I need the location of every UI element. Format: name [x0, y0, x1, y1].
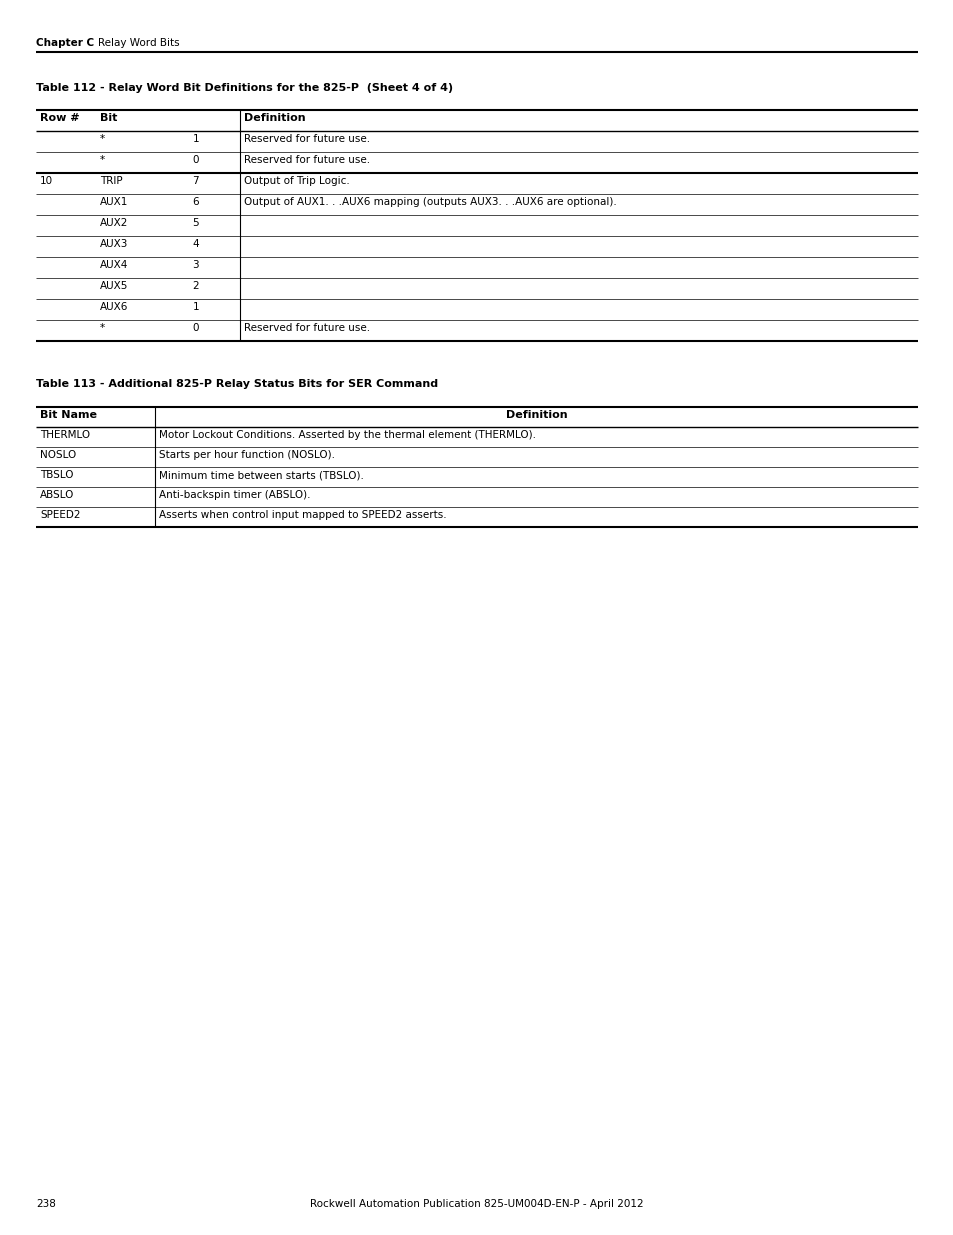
Text: Definition: Definition [243, 112, 305, 124]
Text: 7: 7 [193, 177, 199, 186]
Text: 10: 10 [40, 177, 53, 186]
Text: Definition: Definition [505, 410, 567, 420]
Text: Row #: Row # [40, 112, 79, 124]
Text: Table 112 - Relay Word Bit Definitions for the 825-P  (Sheet 4 of 4): Table 112 - Relay Word Bit Definitions f… [36, 83, 453, 93]
Text: AUX2: AUX2 [100, 219, 129, 228]
Text: Relay Word Bits: Relay Word Bits [98, 38, 179, 48]
Text: 0: 0 [193, 156, 199, 165]
Text: AUX5: AUX5 [100, 282, 129, 291]
Text: 0: 0 [193, 324, 199, 333]
Text: 1: 1 [193, 303, 199, 312]
Text: Reserved for future use.: Reserved for future use. [243, 156, 370, 165]
Text: TRIP: TRIP [100, 177, 123, 186]
Text: Starts per hour function (NOSLO).: Starts per hour function (NOSLO). [159, 450, 335, 459]
Text: Table 113 - Additional 825-P Relay Status Bits for SER Command: Table 113 - Additional 825-P Relay Statu… [36, 379, 437, 389]
Text: AUX6: AUX6 [100, 303, 129, 312]
Text: Output of AUX1. . .AUX6 mapping (outputs AUX3. . .AUX6 are optional).: Output of AUX1. . .AUX6 mapping (outputs… [243, 198, 616, 207]
Text: Bit: Bit [100, 112, 117, 124]
Text: *: * [100, 324, 105, 333]
Text: *: * [100, 156, 105, 165]
Text: Motor Lockout Conditions. Asserted by the thermal element (THERMLO).: Motor Lockout Conditions. Asserted by th… [159, 430, 536, 440]
Text: 4: 4 [193, 240, 199, 249]
Text: AUX3: AUX3 [100, 240, 129, 249]
Text: 5: 5 [193, 219, 199, 228]
Text: Chapter C: Chapter C [36, 38, 94, 48]
Text: 2: 2 [193, 282, 199, 291]
Text: Output of Trip Logic.: Output of Trip Logic. [243, 177, 349, 186]
Text: Anti-backspin timer (ABSLO).: Anti-backspin timer (ABSLO). [159, 490, 311, 500]
Text: Asserts when control input mapped to SPEED2 asserts.: Asserts when control input mapped to SPE… [159, 510, 446, 520]
Text: AUX1: AUX1 [100, 198, 129, 207]
Text: Rockwell Automation Publication 825-UM004D-EN-P - April 2012: Rockwell Automation Publication 825-UM00… [310, 1199, 643, 1209]
Text: Reserved for future use.: Reserved for future use. [243, 324, 370, 333]
Text: 1: 1 [193, 135, 199, 144]
Text: 6: 6 [193, 198, 199, 207]
Text: SPEED2: SPEED2 [40, 510, 80, 520]
Text: Minimum time between starts (TBSLO).: Minimum time between starts (TBSLO). [159, 471, 363, 480]
Text: *: * [100, 135, 105, 144]
Text: 3: 3 [193, 261, 199, 270]
Text: AUX4: AUX4 [100, 261, 129, 270]
Text: THERMLO: THERMLO [40, 430, 90, 440]
Text: NOSLO: NOSLO [40, 450, 76, 459]
Text: 238: 238 [36, 1199, 56, 1209]
Text: TBSLO: TBSLO [40, 471, 73, 480]
Text: ABSLO: ABSLO [40, 490, 74, 500]
Text: Reserved for future use.: Reserved for future use. [243, 135, 370, 144]
Text: Bit Name: Bit Name [40, 410, 97, 420]
